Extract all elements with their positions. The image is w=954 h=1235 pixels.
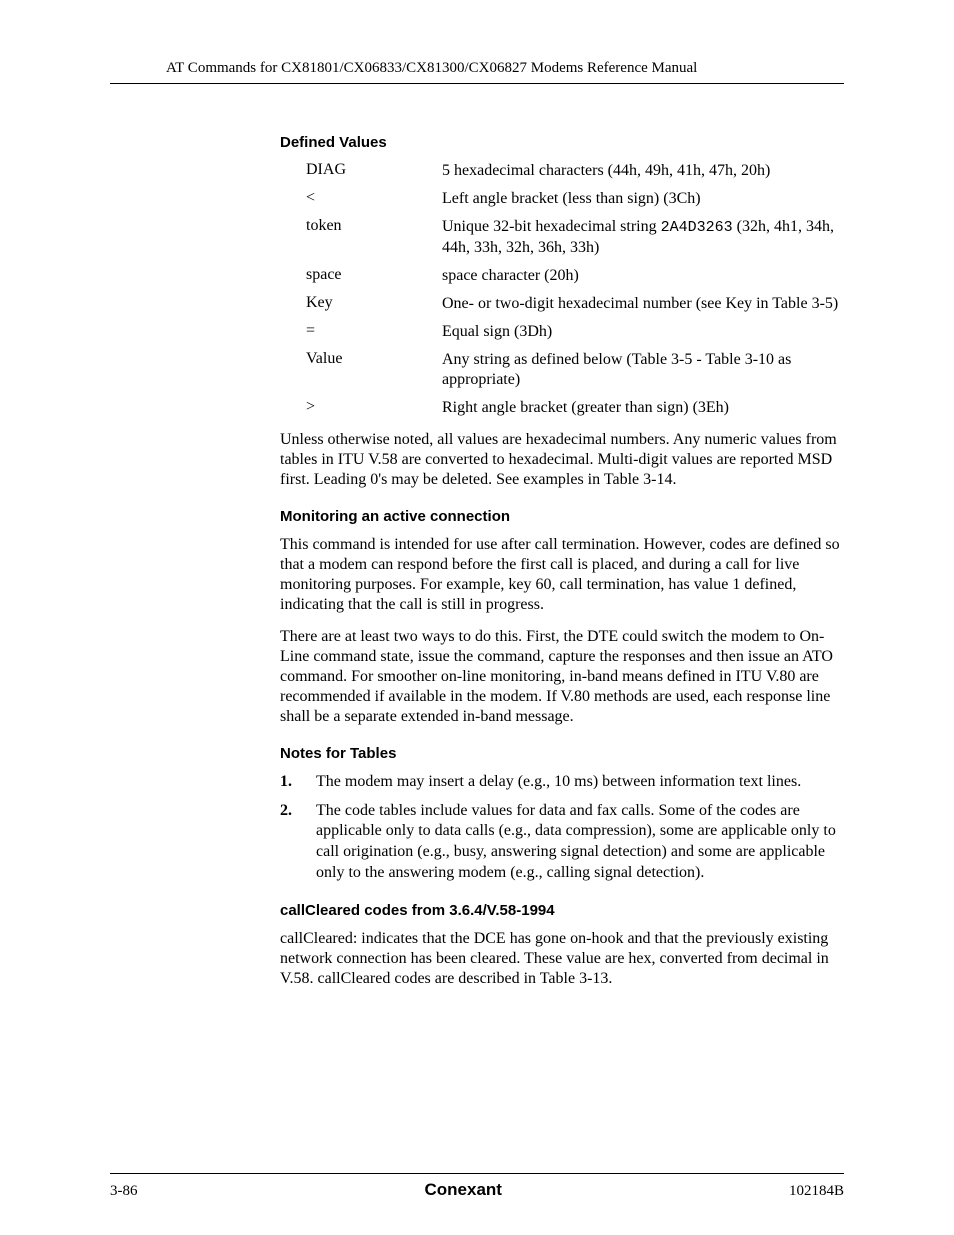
notes-list: 1. The modem may insert a delay (e.g., 1… <box>280 772 844 884</box>
def-desc: space character (20h) <box>442 266 579 286</box>
text: Unique 32-bit hexadecimal string <box>442 218 661 235</box>
def-row: Value Any string as defined below (Table… <box>306 350 844 390</box>
def-term: token <box>306 217 442 258</box>
page-footer: 3-86 Conexant 102184B <box>110 1173 844 1200</box>
paragraph: callCleared: indicates that the DCE has … <box>280 929 844 989</box>
def-row: < Left angle bracket (less than sign) (3… <box>306 189 844 209</box>
def-desc: Unique 32-bit hexadecimal string 2A4D326… <box>442 217 844 258</box>
def-term: space <box>306 266 442 286</box>
doc-id: 102184B <box>789 1183 844 1200</box>
note-number: 2. <box>280 801 316 884</box>
def-row: Key One- or two-digit hexadecimal number… <box>306 294 844 314</box>
def-desc: Right angle bracket (greater than sign) … <box>442 398 729 418</box>
mono-token: 2A4D3263 <box>661 219 733 236</box>
def-row: = Equal sign (3Dh) <box>306 322 844 342</box>
def-desc: Left angle bracket (less than sign) (3Ch… <box>442 189 701 209</box>
heading-callcleared: callCleared codes from 3.6.4/V.58-1994 <box>280 902 844 919</box>
note-text: The modem may insert a delay (e.g., 10 m… <box>316 772 801 793</box>
page-number: 3-86 <box>110 1183 138 1200</box>
paragraph: There are at least two ways to do this. … <box>280 627 844 727</box>
header-rule <box>110 83 844 84</box>
def-row: token Unique 32-bit hexadecimal string 2… <box>306 217 844 258</box>
note-number: 1. <box>280 772 316 793</box>
heading-notes: Notes for Tables <box>280 745 844 762</box>
def-term: DIAG <box>306 161 442 181</box>
heading-defined-values: Defined Values <box>280 134 844 151</box>
def-term: = <box>306 322 442 342</box>
paragraph: This command is intended for use after c… <box>280 535 844 615</box>
paragraph: Unless otherwise noted, all values are h… <box>280 430 844 490</box>
def-term: > <box>306 398 442 418</box>
main-content: Defined Values DIAG 5 hexadecimal charac… <box>110 134 844 989</box>
def-term: Value <box>306 350 442 390</box>
def-term: Key <box>306 294 442 314</box>
def-row: > Right angle bracket (greater than sign… <box>306 398 844 418</box>
def-desc: Any string as defined below (Table 3-5 -… <box>442 350 844 390</box>
def-row: DIAG 5 hexadecimal characters (44h, 49h,… <box>306 161 844 181</box>
note-item: 2. The code tables include values for da… <box>280 801 844 884</box>
running-header: AT Commands for CX81801/CX06833/CX81300/… <box>110 60 844 83</box>
def-desc: Equal sign (3Dh) <box>442 322 552 342</box>
heading-monitoring: Monitoring an active connection <box>280 508 844 525</box>
def-desc: 5 hexadecimal characters (44h, 49h, 41h,… <box>442 161 770 181</box>
footer-brand: Conexant <box>425 1180 502 1200</box>
footer-rule <box>110 1173 844 1174</box>
note-text: The code tables include values for data … <box>316 801 844 884</box>
note-item: 1. The modem may insert a delay (e.g., 1… <box>280 772 844 793</box>
def-row: space space character (20h) <box>306 266 844 286</box>
def-desc: One- or two-digit hexadecimal number (se… <box>442 294 838 314</box>
defined-values-table: DIAG 5 hexadecimal characters (44h, 49h,… <box>306 161 844 418</box>
def-term: < <box>306 189 442 209</box>
